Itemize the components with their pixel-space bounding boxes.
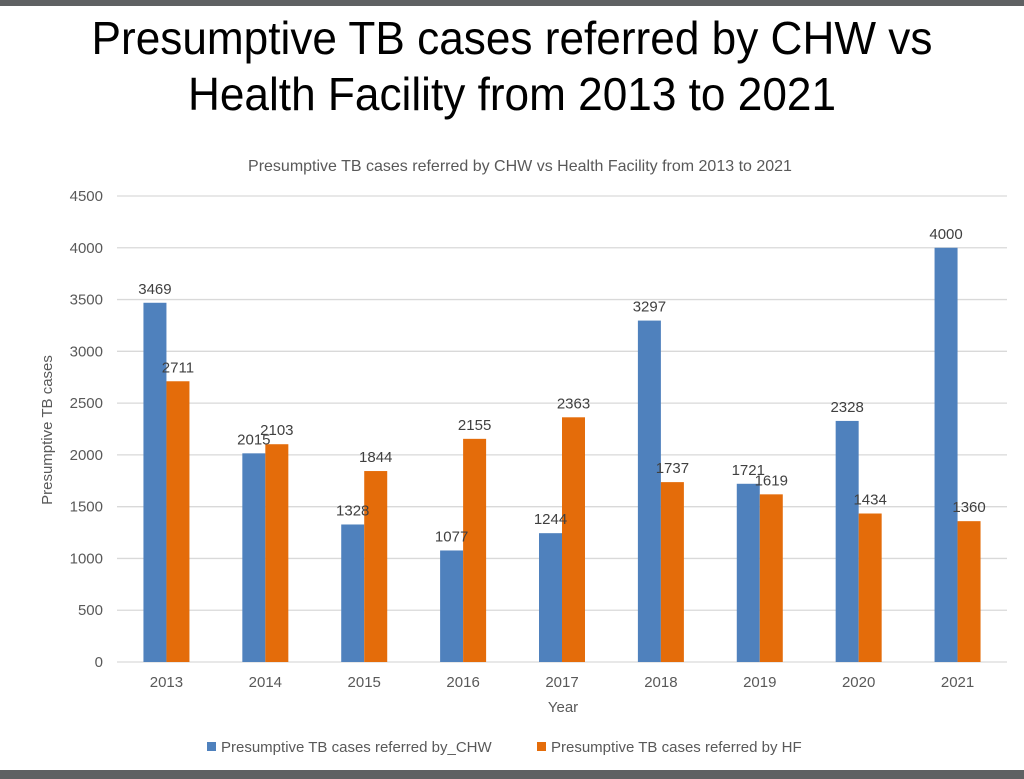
- y-tick-0: 0: [95, 654, 103, 671]
- data-label-hf-2018: 1737: [656, 460, 689, 477]
- x-tick-labels: 2013 2014 2015 2016 2017 2018 2019 2020 2021: [150, 674, 974, 691]
- bar-hf-2013: [166, 381, 190, 662]
- bars: [143, 247, 981, 662]
- bar-hf-2017: [562, 417, 585, 662]
- data-label-hf-2017: 2363: [557, 395, 590, 412]
- bar-chw-2020: [835, 420, 859, 662]
- data-label-hf-2020: 1434: [853, 492, 886, 509]
- legend-swatch-hf: [537, 742, 546, 751]
- bar-chw-2016: [440, 550, 464, 662]
- x-tick-2019: 2019: [743, 674, 776, 691]
- legend-swatch-chw: [207, 742, 216, 751]
- bar-chw-2017: [539, 533, 562, 662]
- y-tick-1500: 1500: [70, 499, 103, 516]
- bar-hf-2019: [759, 494, 783, 662]
- bar-hf-2016: [463, 438, 487, 662]
- bar-chw-2018: [637, 320, 661, 662]
- x-tick-2018: 2018: [644, 674, 677, 691]
- data-label-chw-2015: 1328: [336, 502, 369, 519]
- slide-title: Presumptive TB cases referred by CHW vs …: [20, 10, 1003, 122]
- y-tick-4000: 4000: [70, 240, 103, 257]
- y-tick-2500: 2500: [70, 395, 103, 412]
- bar-hf-2018: [660, 482, 684, 662]
- y-tick-1000: 1000: [70, 550, 103, 567]
- bar-chw-2021: [934, 247, 958, 662]
- legend-label-chw: Presumptive TB cases referred by_CHW: [221, 739, 492, 756]
- x-tick-2016: 2016: [446, 674, 479, 691]
- x-tick-2015: 2015: [348, 674, 381, 691]
- data-label-chw-2020: 2328: [830, 399, 863, 416]
- x-tick-2021: 2021: [941, 674, 974, 691]
- y-tick-3500: 3500: [70, 292, 103, 309]
- data-label-chw-2019: 1721: [732, 462, 765, 479]
- y-tick-500: 500: [78, 602, 103, 619]
- bar-hf-2021: [957, 521, 981, 662]
- slide-title-line-1: Presumptive TB cases referred by CHW vs: [91, 12, 933, 64]
- bar-hf-2015: [364, 471, 388, 662]
- x-tick-2020: 2020: [842, 674, 875, 691]
- x-tick-2017: 2017: [545, 674, 578, 691]
- data-label-chw-2013: 3469: [138, 281, 171, 298]
- chart-title: Presumptive TB cases referred by CHW vs …: [248, 158, 792, 175]
- y-tick-3000: 3000: [70, 343, 103, 360]
- data-label-chw-2021: 4000: [929, 226, 962, 243]
- slide-title-line-2: Health Facility from 2013 to 2021: [187, 68, 837, 120]
- data-label-hf-2014: 2103: [260, 422, 293, 439]
- bar-hf-2014: [265, 444, 289, 662]
- data-label-chw-2014: 2015: [237, 431, 270, 448]
- legend-label-hf: Presumptive TB cases referred by HF: [551, 739, 802, 756]
- data-label-hf-2015: 1844: [359, 449, 392, 466]
- data-label-chw-2016: 1077: [435, 528, 468, 545]
- data-label-hf-2013: 2711: [162, 359, 194, 376]
- y-axis-label: Presumptive TB cases: [39, 355, 56, 505]
- top-frame-bar: [0, 0, 1024, 6]
- bar-chw-2014: [242, 453, 266, 662]
- data-label-chw-2017: 1244: [534, 511, 567, 528]
- legend: Presumptive TB cases referred by_CHW Pres…: [207, 739, 802, 756]
- bar-chw-2019: [736, 483, 760, 662]
- x-tick-2013: 2013: [150, 674, 183, 691]
- bar-chw-2013: [143, 302, 167, 662]
- bar-hf-2020: [858, 513, 882, 662]
- data-label-chw-2018: 3297: [633, 299, 666, 316]
- data-label-hf-2021: 1360: [952, 499, 985, 516]
- y-tick-4500: 4500: [70, 188, 103, 205]
- bar-chw-2015: [341, 524, 365, 662]
- data-label-hf-2016: 2155: [458, 417, 491, 434]
- bottom-frame-bar: [0, 770, 1024, 779]
- y-tick-labels: 0 500 1000 1500 2000 2500 3000 3500 4000 4500: [70, 188, 103, 671]
- y-tick-2000: 2000: [70, 447, 103, 464]
- x-axis-label: Year: [548, 699, 578, 716]
- data-label-hf-2019: 1619: [755, 472, 788, 489]
- x-tick-2014: 2014: [249, 674, 282, 691]
